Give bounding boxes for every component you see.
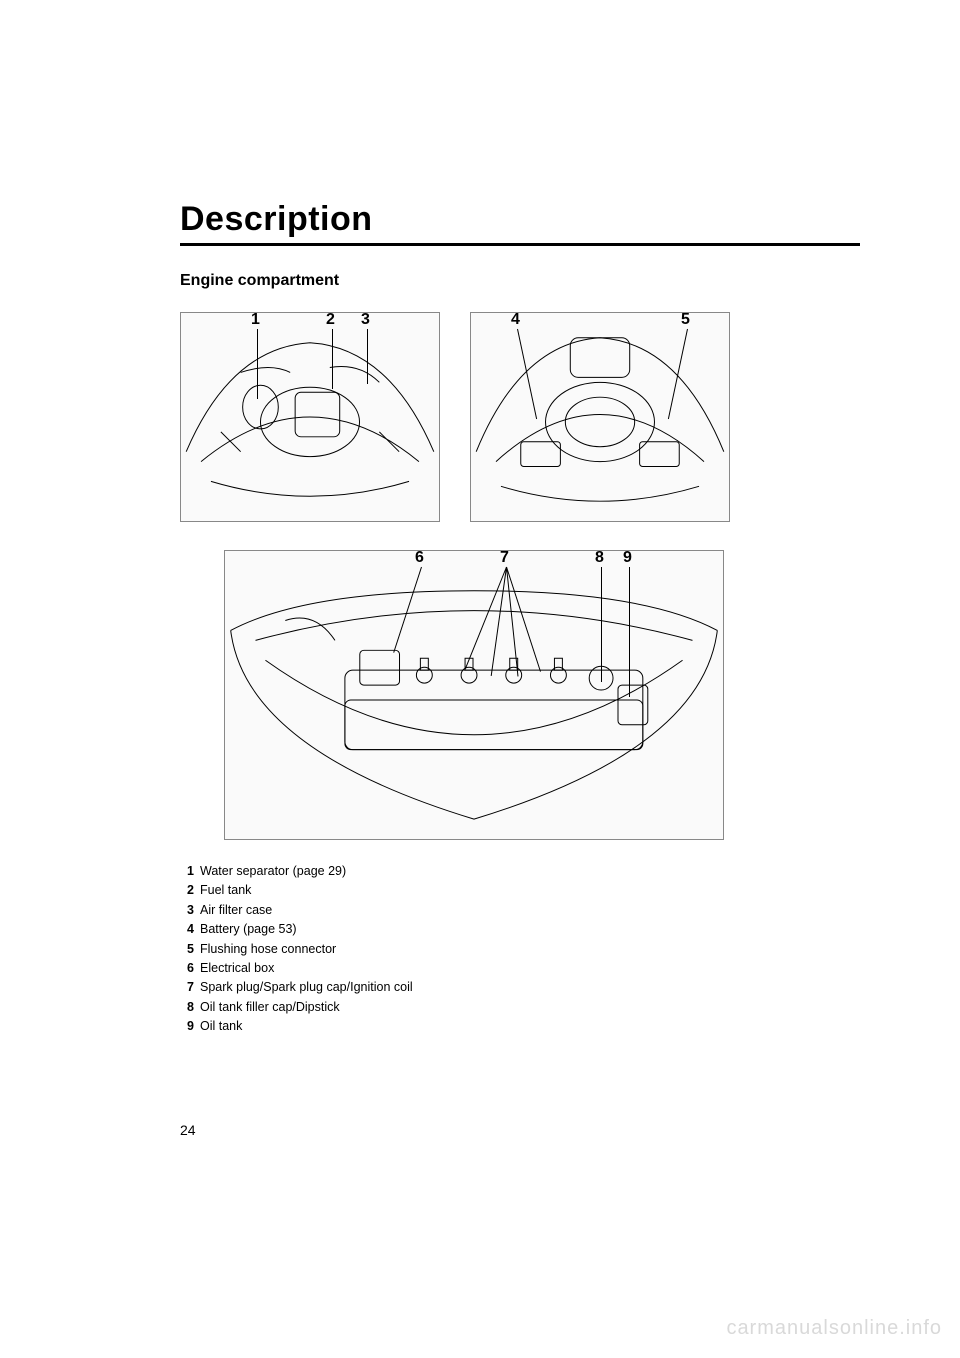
figure-row-top: 1 2 3 — [180, 312, 860, 522]
page-title: Description — [180, 200, 860, 239]
page-number: 24 — [180, 1122, 196, 1138]
legend-item: 5 Flushing hose connector — [180, 940, 860, 959]
legend-text: Oil tank — [200, 1017, 242, 1036]
legend-item: 2 Fuel tank — [180, 881, 860, 900]
legend-item: 9 Oil tank — [180, 1017, 860, 1036]
legend-text: Air filter case — [200, 901, 272, 920]
legend-text: Flushing hose connector — [200, 940, 336, 959]
watermark: carmanualsonline.info — [726, 1317, 942, 1340]
legend-num: 6 — [180, 959, 194, 978]
legend-item: 6 Electrical box — [180, 959, 860, 978]
legend-text: Fuel tank — [200, 881, 251, 900]
manual-page: Description Engine compartment 1 2 3 — [0, 0, 960, 1358]
legend-num: 8 — [180, 998, 194, 1017]
engine-sketch-icon — [225, 551, 723, 839]
legend-num: 9 — [180, 1017, 194, 1036]
legend-num: 1 — [180, 862, 194, 881]
legend-num: 2 — [180, 881, 194, 900]
figure-2: 4 5 — [470, 312, 730, 522]
legend-text: Electrical box — [200, 959, 274, 978]
legend-text: Oil tank filler cap/Dipstick — [200, 998, 340, 1017]
legend-item: 1 Water separator (page 29) — [180, 862, 860, 881]
engine-sketch-icon — [471, 313, 729, 521]
legend-text: Water separator (page 29) — [200, 862, 346, 881]
legend-item: 3 Air filter case — [180, 901, 860, 920]
legend-item: 4 Battery (page 53) — [180, 920, 860, 939]
legend-num: 4 — [180, 920, 194, 939]
title-underline — [180, 243, 860, 246]
figure-1: 1 2 3 — [180, 312, 440, 522]
legend-num: 3 — [180, 901, 194, 920]
legend-num: 7 — [180, 978, 194, 997]
legend-num: 5 — [180, 940, 194, 959]
legend-list: 1 Water separator (page 29) 2 Fuel tank … — [180, 862, 860, 1036]
section-subtitle: Engine compartment — [180, 272, 860, 290]
legend-text: Battery (page 53) — [200, 920, 297, 939]
figure-3: 6 7 8 9 — [224, 550, 724, 840]
legend-item: 8 Oil tank filler cap/Dipstick — [180, 998, 860, 1017]
legend-text: Spark plug/Spark plug cap/Ignition coil — [200, 978, 413, 997]
engine-sketch-icon — [181, 313, 439, 521]
legend-item: 7 Spark plug/Spark plug cap/Ignition coi… — [180, 978, 860, 997]
